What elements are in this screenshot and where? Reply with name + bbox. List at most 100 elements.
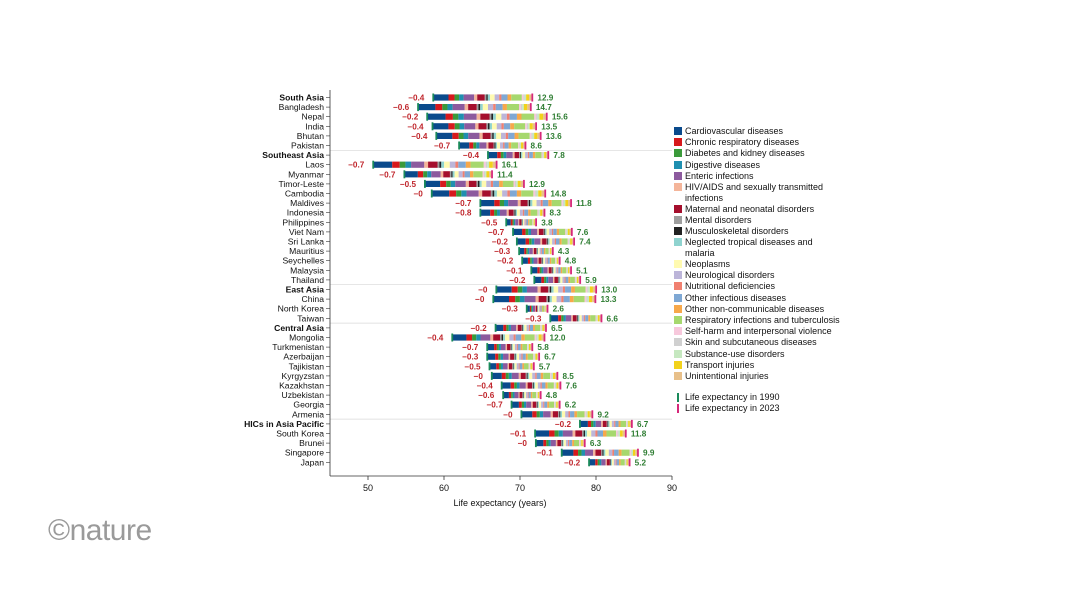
bar-segment	[459, 142, 470, 149]
legend-label: Enteric infections	[685, 170, 754, 181]
bar-segment	[537, 382, 541, 389]
bar-segment	[605, 459, 607, 466]
bar-segment	[491, 123, 497, 130]
le-2023-marker	[545, 112, 548, 121]
bar-segment	[518, 363, 520, 370]
bar-segment	[542, 324, 544, 331]
bar-segment	[528, 392, 531, 399]
legend-swatch	[674, 293, 682, 302]
negative-change-label: −0.2	[402, 113, 419, 122]
bar-segment	[532, 382, 533, 389]
bar-segment	[533, 353, 535, 360]
bar-segment	[554, 276, 558, 283]
bar-segment	[476, 180, 478, 187]
bar-segment	[539, 248, 542, 255]
bar-segment	[589, 286, 593, 293]
positive-change-label: 9.2	[597, 410, 609, 419]
bar-segment	[541, 248, 544, 255]
bar-segment	[546, 257, 548, 264]
bar-segment	[558, 276, 560, 283]
bar-segment	[521, 411, 533, 418]
bar-segment	[535, 440, 544, 447]
bar-segment	[456, 190, 462, 197]
bar-segment	[492, 190, 495, 197]
bar-segment	[573, 449, 579, 456]
bar-segment	[524, 209, 529, 216]
bar-segment	[565, 200, 569, 207]
legend-item: HIV/AIDS and sexually transmitted infect…	[674, 182, 844, 203]
le-2023-marker	[523, 179, 525, 188]
bar-segment	[522, 104, 524, 111]
bar-segment	[523, 142, 525, 149]
legend-swatch	[674, 271, 682, 280]
bar-segment	[510, 353, 515, 360]
bar-segment	[494, 344, 497, 351]
bar-segment	[513, 228, 523, 235]
bar-segment	[540, 286, 549, 293]
bar-segment	[464, 104, 469, 111]
bar-segment	[543, 372, 551, 379]
legend-item: Musculoskeletal disorders	[674, 226, 844, 237]
bar-segment	[609, 459, 611, 466]
bar-segment	[580, 440, 582, 447]
bar-segment	[571, 315, 573, 322]
bar-segment	[508, 324, 511, 331]
bar-segment	[473, 142, 477, 149]
bar-segment	[572, 440, 575, 447]
bar-segment	[535, 296, 539, 303]
negative-change-label: −0	[518, 439, 528, 448]
le-1990-marker	[403, 170, 406, 179]
bar-segment	[515, 180, 517, 187]
le-1990-marker	[435, 131, 438, 140]
bar-segment	[559, 228, 566, 235]
bar-segment	[502, 180, 514, 187]
bar-segment	[527, 248, 530, 255]
bar-segment	[528, 324, 530, 331]
bar-segment	[490, 132, 493, 139]
bar-segment	[536, 334, 538, 341]
bar-segment	[624, 459, 626, 466]
bar-segment	[544, 401, 548, 408]
bar-segment	[531, 363, 533, 370]
bar-segment	[481, 180, 487, 187]
bar-segment	[589, 296, 593, 303]
le-2023-marker	[539, 131, 542, 140]
bar-segment	[470, 161, 484, 168]
bar-segment	[552, 267, 554, 274]
bar-segment	[608, 420, 610, 427]
bar-segment	[619, 459, 621, 466]
bar-segment	[575, 430, 583, 437]
bar-segment	[523, 219, 525, 226]
bar-segment	[577, 315, 579, 322]
bar-segment	[578, 449, 582, 456]
positive-change-label: 7.8	[553, 151, 565, 160]
bar-segment	[448, 94, 455, 101]
bar-segment	[480, 200, 495, 207]
country-label: East Asia	[286, 285, 325, 295]
bar-segment	[575, 276, 577, 283]
legend-swatch	[674, 316, 682, 324]
bar-segment	[529, 94, 532, 101]
bar-segment	[511, 392, 513, 399]
bar-segment	[505, 132, 509, 139]
negative-change-label: −0.2	[471, 324, 488, 333]
bar-segment	[511, 401, 519, 408]
bar-segment	[516, 363, 519, 370]
bar-segment	[578, 315, 580, 322]
bar-segment	[597, 459, 600, 466]
country-label: Philippines	[282, 217, 324, 227]
bar-segment	[552, 267, 553, 274]
bar-segment	[568, 440, 570, 447]
bar-segment	[617, 430, 619, 437]
bar-segment	[574, 411, 578, 418]
bar-segment	[468, 180, 477, 187]
bar-segment	[527, 200, 529, 207]
bar-segment	[529, 372, 533, 379]
legend-swatch	[674, 260, 682, 269]
bar-segment	[452, 132, 459, 139]
bar-segment	[538, 257, 542, 264]
bar-segment	[502, 363, 508, 370]
bar-segment	[458, 132, 464, 139]
bar-segment	[505, 344, 508, 351]
le-2023-marker	[570, 227, 573, 236]
